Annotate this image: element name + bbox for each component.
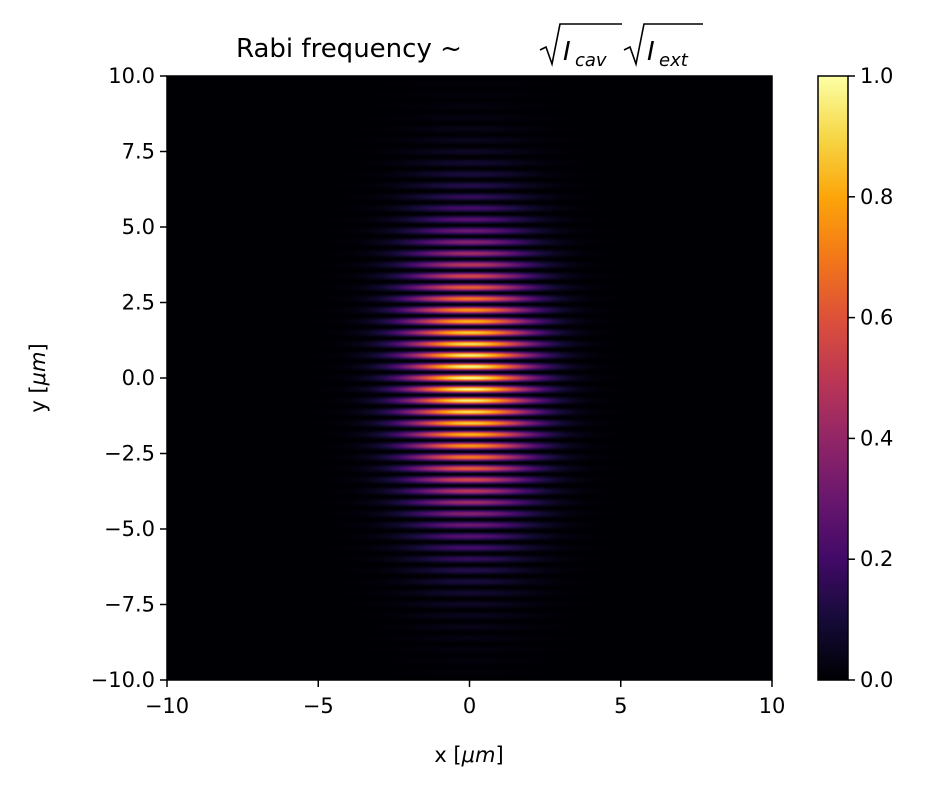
- y-tick-label: 5.0: [122, 215, 155, 239]
- title-prefix: Rabi frequency ~: [236, 34, 462, 64]
- x-axis: −10 −5 0 5 10: [145, 680, 786, 718]
- colorbar-tick-label: 0.0: [860, 668, 893, 692]
- colorbar-gradient: [818, 76, 848, 680]
- y-tick-label: 2.5: [122, 291, 155, 315]
- y-tick-label: −5.0: [104, 517, 155, 541]
- y-axis: 10.0 7.5 5.0 2.5 0.0 −2.5 −5.0 −7.5 −10.0: [91, 64, 167, 692]
- chart-title: Rabi frequency ~ I cav I ext: [236, 23, 703, 71]
- title-term1-sub: cav: [575, 50, 607, 71]
- x-axis-label-close: ]: [495, 743, 503, 767]
- x-tick-label: −5: [303, 694, 334, 718]
- title-term2-base: I: [647, 37, 655, 67]
- y-tick-label: 7.5: [122, 140, 155, 164]
- x-tick-label: 0: [463, 694, 476, 718]
- colorbar-tick-label: 0.6: [860, 306, 893, 330]
- y-tick-label: −7.5: [104, 593, 155, 617]
- y-axis-label-close: ]: [26, 343, 50, 351]
- x-axis-label-unit: μm: [461, 743, 496, 767]
- y-tick-label: −2.5: [104, 442, 155, 466]
- x-tick-label: 10: [759, 694, 786, 718]
- x-axis-label: x [μm]: [434, 743, 503, 767]
- y-tick-label: 10.0: [108, 64, 155, 88]
- colorbar-tick-label: 0.4: [860, 426, 893, 450]
- colorbar-frame: [817, 75, 849, 681]
- colorbar-tick-label: 0.2: [860, 547, 893, 571]
- y-tick-label: −10.0: [91, 668, 155, 692]
- sqrt-sign-1: [539, 23, 622, 68]
- heatmap-image: [167, 76, 772, 680]
- colorbar-tick-label: 1.0: [860, 64, 893, 88]
- x-tick-label: 5: [614, 694, 627, 718]
- colorbar-axis: 1.0 0.8 0.6 0.4 0.2 0.0: [848, 64, 893, 692]
- x-tick-label: −10: [145, 694, 189, 718]
- y-axis-label-unit: μm: [26, 352, 50, 387]
- y-tick-label: 0.0: [122, 366, 155, 390]
- y-axis-label: y [μm]: [26, 343, 50, 412]
- sqrt-sign-2: [623, 23, 703, 68]
- y-axis-label-text: y [: [26, 385, 50, 412]
- colorbar-tick-label: 0.8: [860, 185, 893, 209]
- x-axis-label-text: x [: [434, 743, 461, 767]
- title-term2-sub: ext: [659, 50, 689, 71]
- title-term1-base: I: [563, 37, 571, 67]
